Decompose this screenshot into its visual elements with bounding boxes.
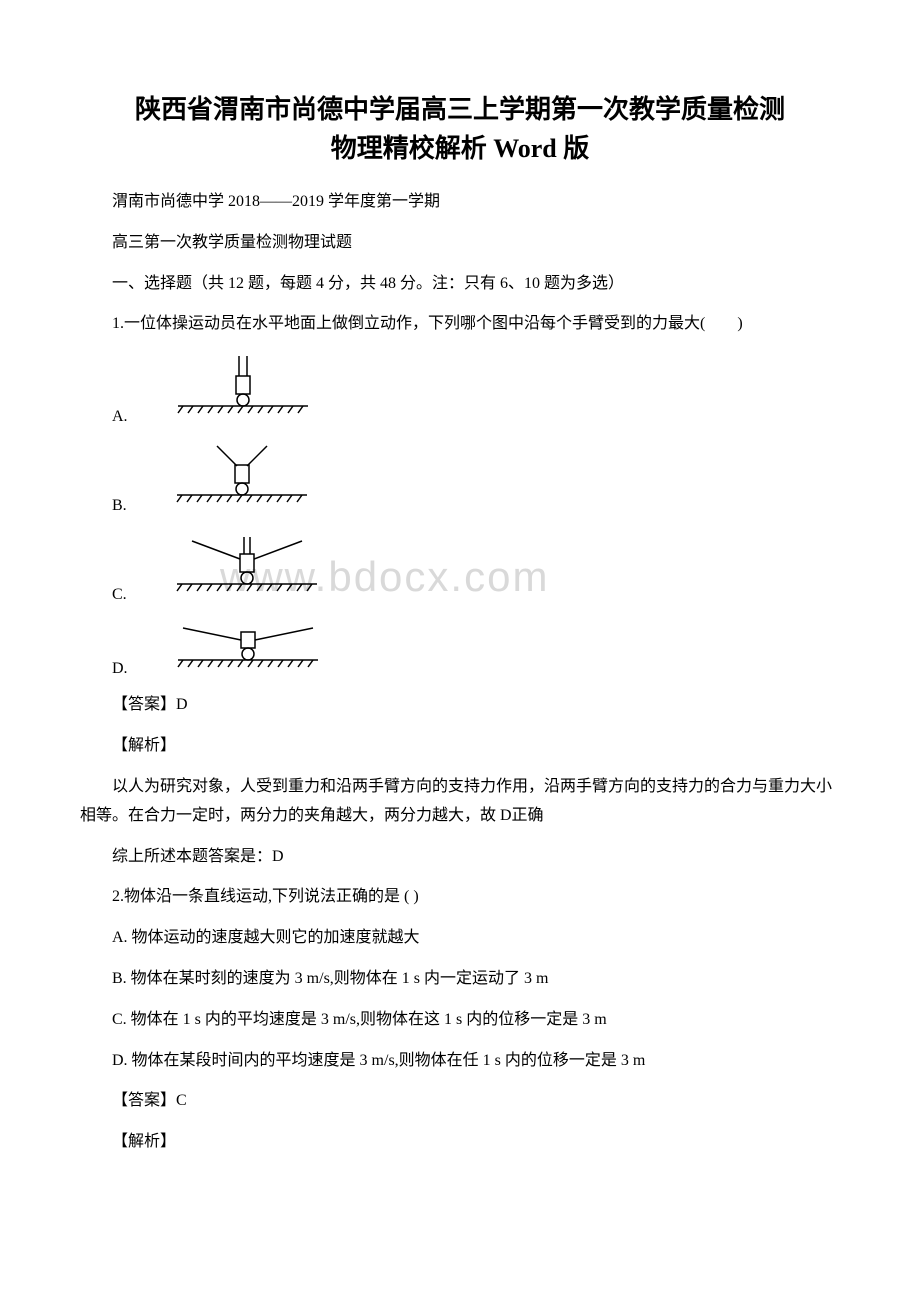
q2-answer: 【答案】C: [80, 1087, 840, 1116]
option-a-label: A.: [80, 403, 128, 432]
q1-explain-1: 以人为研究对象，人受到重力和沿两手臂方向的支持力作用，沿两手臂方向的支持力的合力…: [80, 773, 840, 831]
q1-explain-label: 【解析】: [80, 732, 840, 761]
ground-hatch: [178, 406, 303, 413]
q2-option-d: D. 物体在某段时间内的平均速度是 3 m/s,则物体在任 1 s 内的位移一定…: [80, 1047, 840, 1076]
handstand-icon-b: [167, 440, 307, 510]
option-d-label: D.: [80, 655, 128, 684]
q2-option-b: B. 物体在某时刻的速度为 3 m/s,则物体在 1 s 内一定运动了 3 m: [80, 965, 840, 994]
section-heading: 一、选择题（共 12 题，每题 4 分，共 48 分。注：只有 6、10 题为多…: [80, 270, 840, 299]
q2-option-a: A. 物体运动的速度越大则它的加速度就越大: [80, 924, 840, 953]
diagram-d: [136, 618, 328, 684]
subtitle-2: 高三第一次教学质量检测物理试题: [80, 229, 840, 258]
handstand-icon-a: [168, 351, 308, 421]
doc-title-line1: 陕西省渭南市尚德中学届高三上学期第一次教学质量检测: [135, 95, 785, 124]
option-b-row: B.: [80, 440, 840, 521]
q2-option-c: C. 物体在 1 s 内的平均速度是 3 m/s,则物体在这 1 s 内的位移一…: [80, 1006, 840, 1035]
option-b-label: B.: [80, 492, 127, 521]
question-2-text: 2.物体沿一条直线运动,下列说法正确的是 ( ): [80, 883, 840, 912]
handstand-icon-c: [167, 529, 327, 599]
subtitle-1: 渭南市尚德中学 2018——2019 学年度第一学期: [80, 188, 840, 217]
option-c-row: C.: [80, 529, 840, 610]
option-c-label: C.: [80, 581, 127, 610]
option-a-row: A.: [80, 351, 840, 432]
q1-answer: 【答案】D: [80, 691, 840, 720]
q2-explain-label: 【解析】: [80, 1128, 840, 1157]
diagram-b: [135, 440, 307, 521]
diagram-a: [136, 351, 308, 432]
question-1-text: 1.一位体操运动员在水平地面上做倒立动作，下列哪个图中沿每个手臂受到的力最大( …: [80, 310, 840, 339]
option-d-row: D.: [80, 618, 840, 684]
q1-explain-2: 综上所述本题答案是：D: [80, 843, 840, 872]
handstand-icon-d: [168, 618, 328, 673]
diagram-c: [135, 529, 327, 610]
doc-title-line2: 物理精校解析 Word 版: [331, 134, 590, 163]
